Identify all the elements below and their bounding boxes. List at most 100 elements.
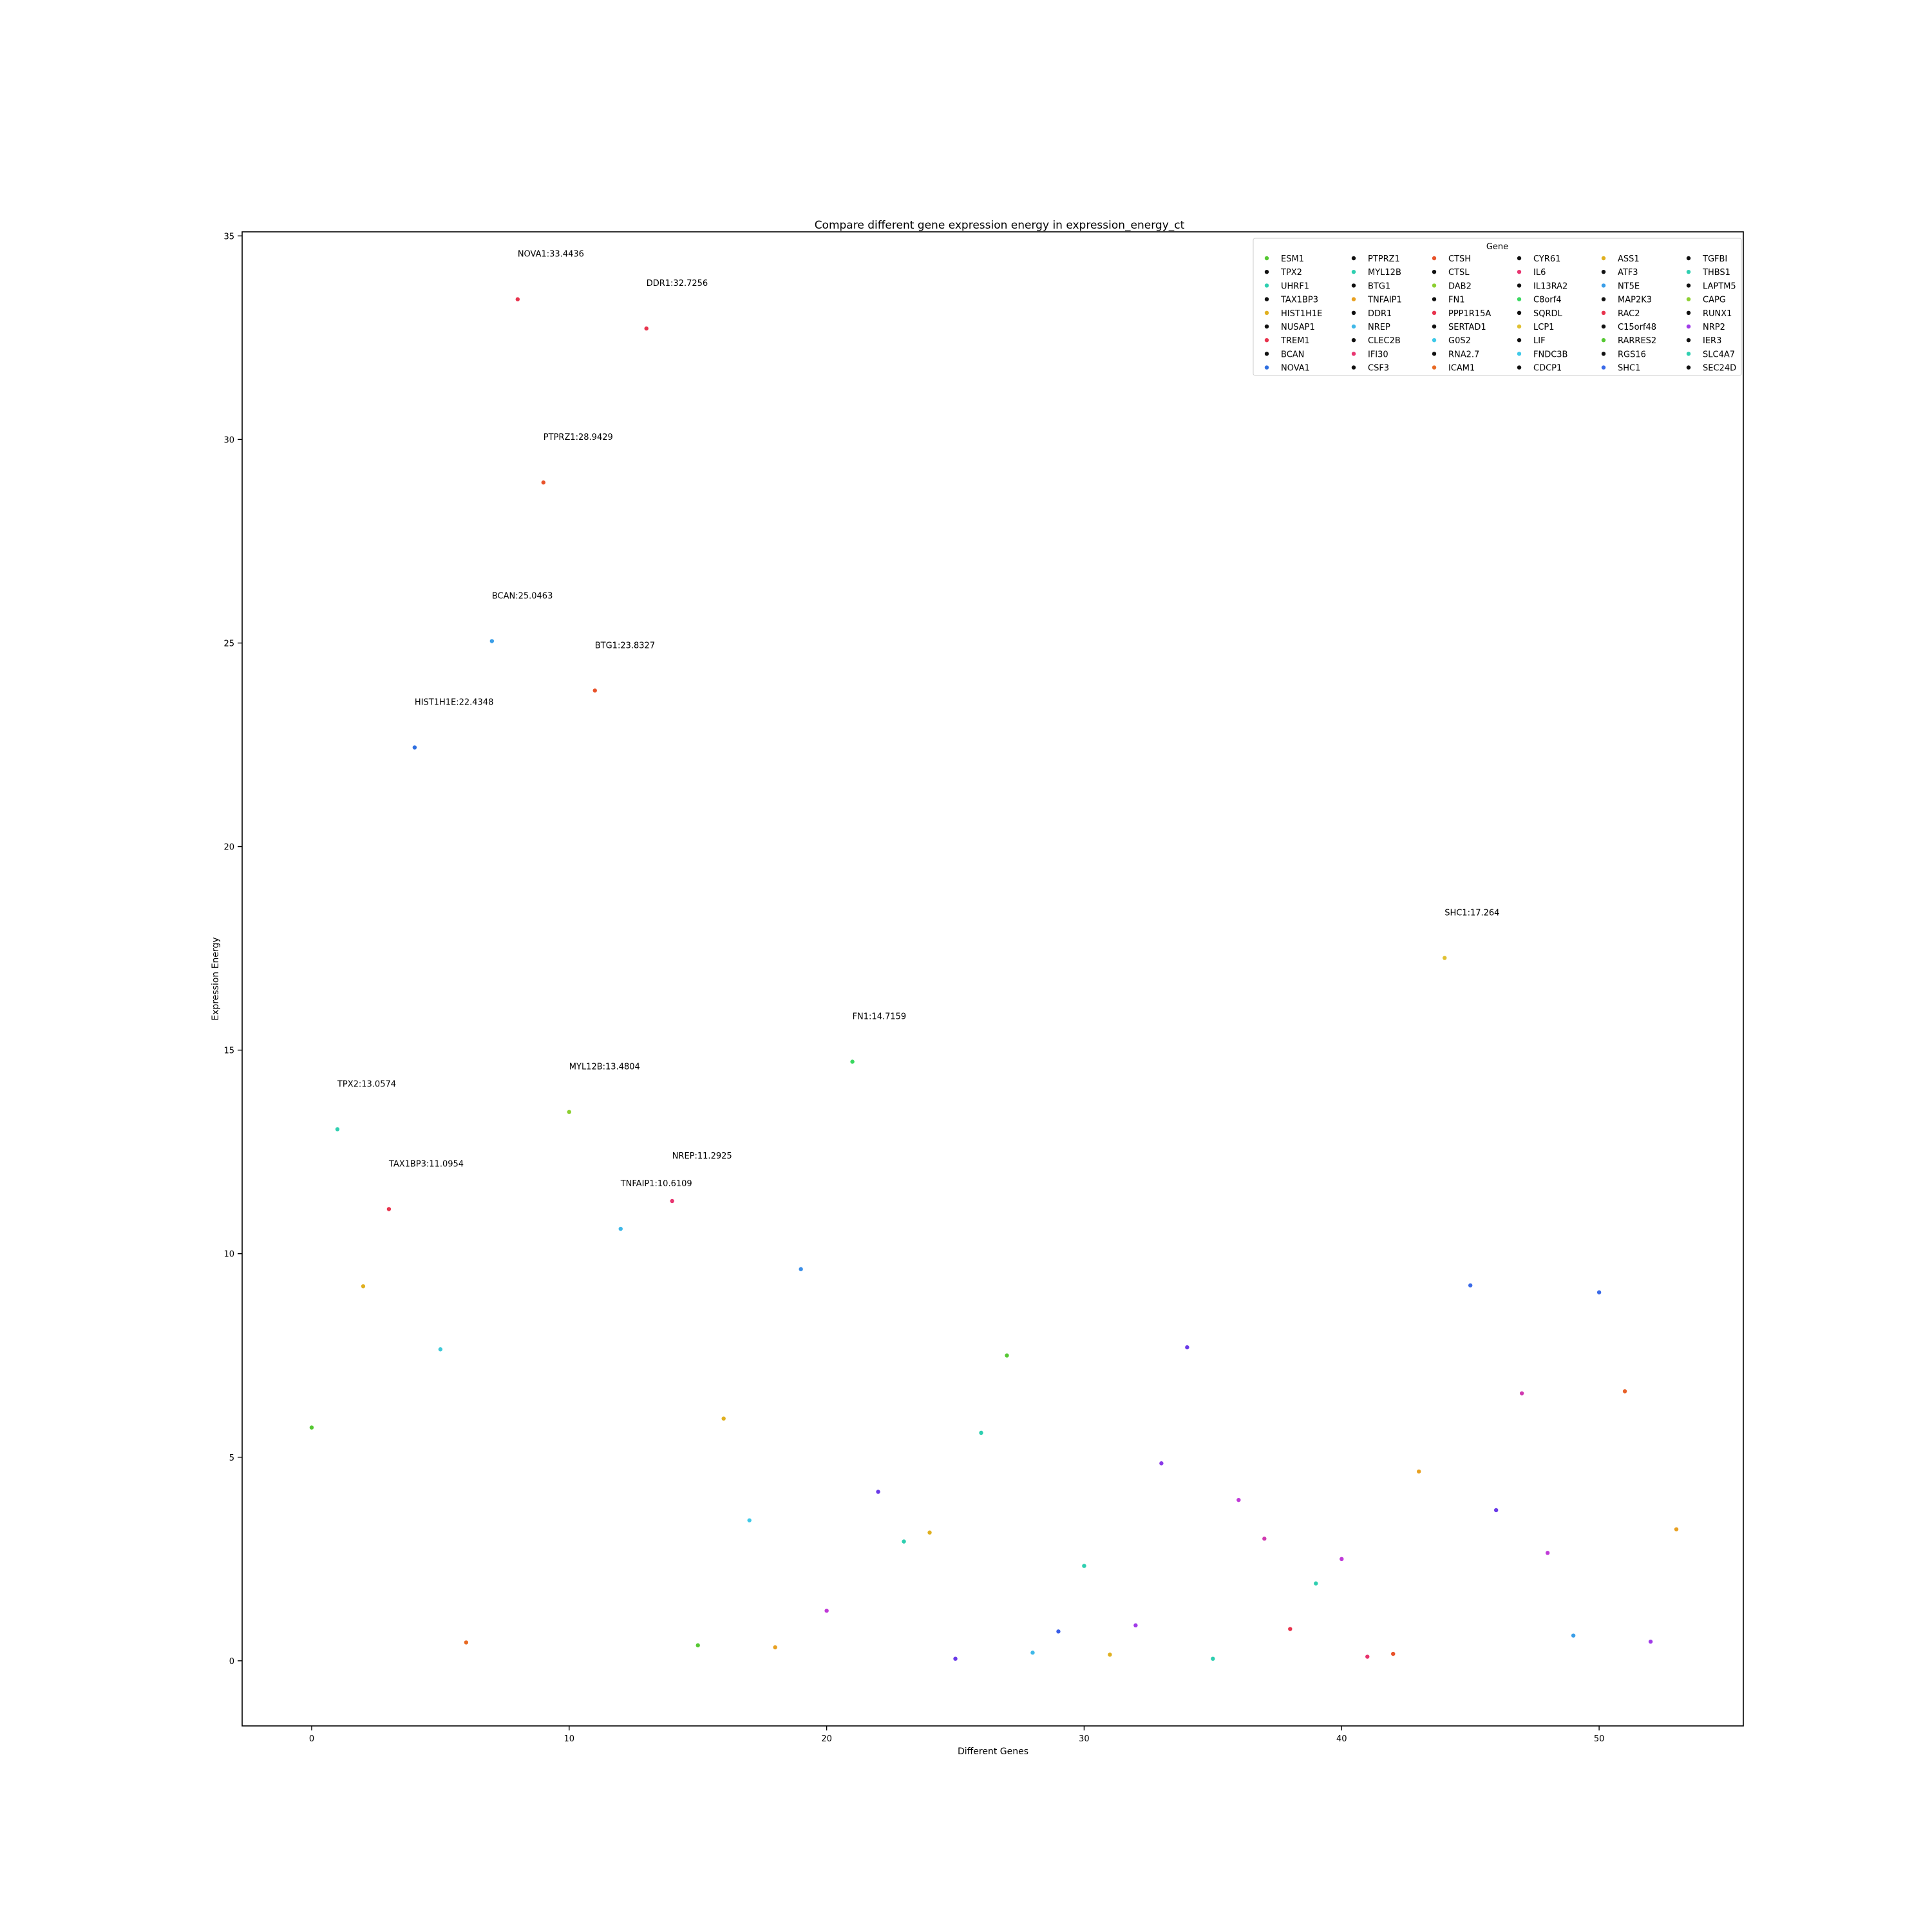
legend-marker-uhrf1 <box>1264 283 1269 288</box>
x-tick-label: 10 <box>564 1734 575 1744</box>
legend-marker-nrep <box>1351 324 1356 329</box>
data-point-rna2.7 <box>953 1656 958 1661</box>
legend-marker-ctsh <box>1432 256 1437 261</box>
y-tick-label: 30 <box>223 435 234 445</box>
legend-label-capg: CAPG <box>1703 296 1726 305</box>
legend-title: Gene <box>1486 242 1508 252</box>
x-axis-label: Different Genes <box>958 1747 1028 1757</box>
legend-marker-runx1 <box>1686 310 1691 315</box>
legend-label-slc4a7: SLC4A7 <box>1703 350 1735 359</box>
legend-marker-c15orf48 <box>1601 324 1606 329</box>
data-point-btg1 <box>592 688 597 693</box>
legend-label-ddr1: DDR1 <box>1368 309 1392 319</box>
legend-marker-sec24d <box>1686 365 1691 370</box>
legend-marker-rgs16 <box>1601 352 1606 356</box>
data-point-tgfbi <box>1468 1283 1473 1288</box>
legend-label-sec24d: SEC24D <box>1703 364 1736 374</box>
data-point-hist1h1e <box>412 745 417 750</box>
legend-marker-rarres2 <box>1601 338 1606 343</box>
legend-marker-ier3 <box>1686 338 1691 343</box>
legend-label-ctsh: CTSH <box>1448 254 1471 264</box>
legend-label-sqrdl: SQRDL <box>1533 309 1563 319</box>
legend-marker-dab2 <box>1432 283 1437 288</box>
legend-marker-lif <box>1517 338 1522 343</box>
point-annotations: TPX2:13.0574 TAX1BP3:11.0954 HIST1H1E:22.4… <box>337 250 1500 1189</box>
legend-label-uhrf1: UHRF1 <box>1281 281 1309 291</box>
legend-label-csf3: CSF3 <box>1368 364 1389 374</box>
annotation-bcan: BCAN:25.0463 <box>492 592 553 601</box>
data-point-rarres2 <box>1391 1651 1396 1656</box>
legend-marker-nusap1 <box>1264 324 1269 329</box>
legend-label-hist1h1e: HIST1H1E <box>1281 309 1322 319</box>
legend-marker-rna2.7 <box>1432 352 1437 356</box>
legend-label-rac2: RAC2 <box>1618 309 1640 319</box>
data-point-sqrdl <box>1108 1653 1112 1657</box>
legend-label-ass1: ASS1 <box>1618 254 1640 264</box>
legend-label-lcp1: LCP1 <box>1533 323 1554 332</box>
annotation-tpx2: TPX2:13.0574 <box>337 1079 396 1089</box>
legend-marker-ddr1 <box>1351 310 1356 315</box>
data-point-runx1 <box>1571 1633 1576 1638</box>
legend-label-runx1: RUNX1 <box>1703 309 1732 319</box>
data-point-g0s2 <box>927 1530 932 1535</box>
legend-marker-il6 <box>1517 270 1522 274</box>
data-point-tax1bp3 <box>386 1207 392 1211</box>
data-point-trem1 <box>464 1640 469 1645</box>
legend-marker-map2k3 <box>1601 297 1606 301</box>
legend-label-c15orf48: C15orf48 <box>1618 323 1656 332</box>
legend-label-il13ra2: IL13RA2 <box>1533 281 1567 291</box>
legend-marker-cdcp1 <box>1517 365 1522 370</box>
data-point-ifi30 <box>721 1416 726 1421</box>
legend-label-cyr61: CYR61 <box>1533 254 1560 264</box>
legend-marker-sqrdl <box>1517 310 1522 315</box>
x-tick-label: 30 <box>1079 1734 1090 1744</box>
x-tick-label: 50 <box>1594 1734 1605 1744</box>
data-point-lif <box>1159 1461 1164 1466</box>
data-point-ctsl <box>799 1267 803 1271</box>
legend-label-esm1: ESM1 <box>1281 254 1304 264</box>
y-tick-label: 10 <box>223 1250 234 1260</box>
annotation-shc1: SHC1:17.264 <box>1444 909 1499 918</box>
data-point-capg <box>1545 1551 1550 1555</box>
data-point-tpx2 <box>335 1127 340 1132</box>
legend-label-trem1: TREM1 <box>1280 336 1310 346</box>
legend-label-sertad1: SERTAD1 <box>1448 323 1486 332</box>
data-point-nrp2 <box>1596 1290 1602 1294</box>
legend-marker-shc1 <box>1601 365 1606 370</box>
x-tick-label: 40 <box>1336 1734 1347 1744</box>
data-point-shc1 <box>1442 956 1447 960</box>
data-point-fn1 <box>850 1059 855 1064</box>
legend-label-nrep: NREP <box>1368 323 1390 332</box>
data-point-thbs1 <box>1493 1508 1499 1513</box>
legend-marker-g0s2 <box>1432 338 1437 343</box>
legend-marker-fndc3b <box>1517 352 1522 356</box>
data-point-il6 <box>1030 1651 1035 1655</box>
legend-label-thbs1: THBS1 <box>1702 268 1730 278</box>
legend-marker-ptprz1 <box>1351 256 1356 261</box>
annotation-tnfaip1: TNFAIP1:10.6109 <box>620 1179 692 1189</box>
x-tick-label: 20 <box>821 1734 832 1744</box>
legend-marker-cyr61 <box>1517 256 1522 261</box>
x-axis: 0 10 20 30 40 50 <box>309 1726 1605 1744</box>
legend-label-ctsl: CTSL <box>1448 268 1470 278</box>
legend-marker-clec2b <box>1351 338 1356 343</box>
annotation-hist1h1e: HIST1H1E:22.4348 <box>415 698 493 708</box>
data-point-laptm5 <box>1519 1391 1524 1396</box>
legend-marker-esm1 <box>1264 256 1269 261</box>
legend-marker-hist1h1e <box>1264 310 1269 315</box>
data-point-map2k3 <box>1314 1581 1318 1586</box>
legend-label-tax1bp3: TAX1BP3 <box>1280 296 1318 305</box>
legend-marker-lcp1 <box>1517 324 1522 329</box>
data-point-il13ra2 <box>1056 1629 1061 1634</box>
legend-marker-csf3 <box>1351 365 1356 370</box>
data-point-cdcp1 <box>1211 1656 1215 1661</box>
data-point-icam1 <box>979 1430 983 1435</box>
data-point-ppp1r15a <box>876 1490 880 1494</box>
x-tick-label: 0 <box>309 1734 314 1744</box>
legend-marker-capg <box>1686 297 1691 301</box>
y-tick-label: 35 <box>223 232 234 242</box>
y-tick-label: 25 <box>223 639 234 649</box>
legend-label-ppp1r15a: PPP1R15A <box>1448 309 1491 319</box>
data-point-nova1 <box>515 297 520 301</box>
legend-label-tpx2: TPX2 <box>1280 268 1302 278</box>
